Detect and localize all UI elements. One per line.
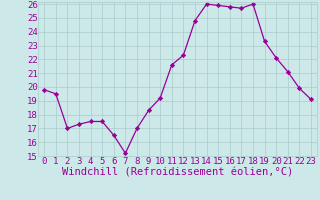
X-axis label: Windchill (Refroidissement éolien,°C): Windchill (Refroidissement éolien,°C)	[62, 167, 293, 177]
